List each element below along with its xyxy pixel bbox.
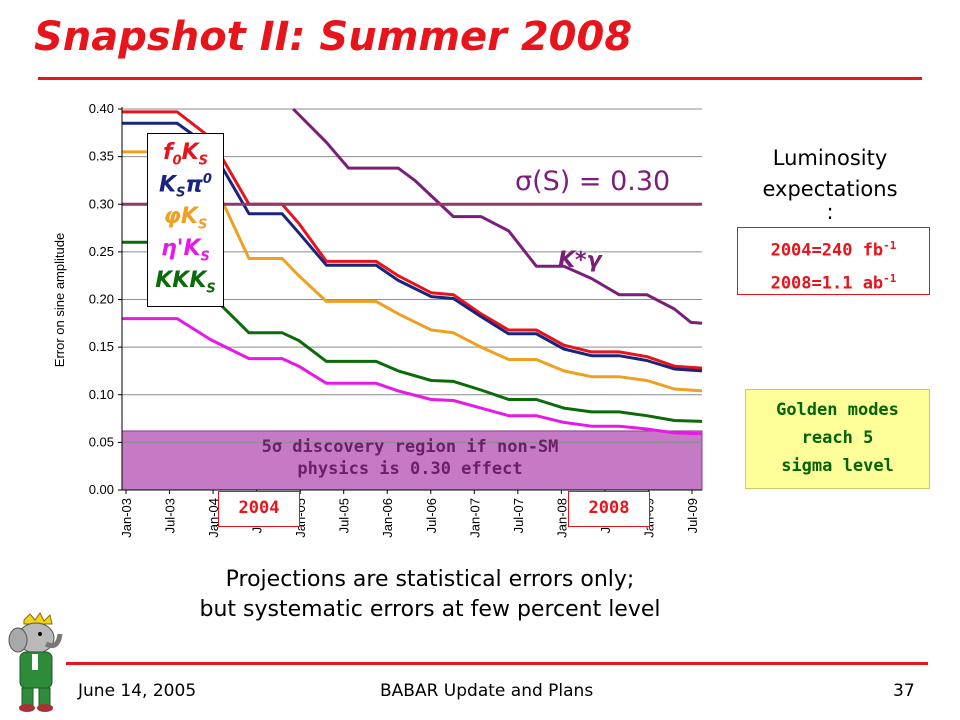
year-2008-box: 2008 [568,491,650,527]
x-tick-label: Jul-07 [511,498,526,533]
discovery-region-band [121,430,703,491]
series-line [122,240,703,423]
year-2004-box: 2004 [218,491,300,527]
discovery-line-1: 5σ discovery region if non-SM [261,437,559,457]
y-tick-label: 0.10 [89,387,114,402]
x-tick-label: Jul-05 [337,498,352,533]
footer-title: BABAR Update and Plans [380,681,594,701]
page-number: 37 [893,681,915,701]
chart-legend: f0KS KSπ0 φKS η'KS KKKS [147,133,224,307]
title-rule [38,77,922,80]
x-tick-label: Jul-03 [163,498,178,533]
y-tick-label: 0.15 [89,339,114,354]
footer-date: June 14, 2005 [78,681,197,701]
babar-elephant-logo [8,612,63,712]
x-tick-label: Jul-06 [424,498,439,533]
golden-line-3: sigma level [781,456,894,476]
y-axis-label: Error on sine amplitude [52,233,67,367]
note-line-2: but systematic errors at few percent lev… [199,597,661,622]
series-line [122,121,703,373]
axes-layer: 0.00 0.05 0.10 0.15 0.20 0.25 0.30 0.35 0.40 Jan-… [89,101,702,538]
lumi-2008: 2008=1.1 ab-1 [770,271,897,294]
discovery-region-layer [121,430,703,491]
y-tick-label: 0.05 [89,434,114,449]
golden-modes-box: Golden modes reach 5 sigma level [745,389,930,489]
series-line [292,107,703,325]
note-line-1: Projections are statistical errors only; [225,567,635,592]
x-tick-label: Jan-03 [119,498,134,538]
slide-title: Snapshot II: Summer 2008 [34,14,633,60]
y-tick-label: 0.20 [89,292,114,307]
y-tick-label: 0.30 [89,196,114,211]
kstar-gamma-label: K*γ [558,248,602,273]
y-tick-label: 0.25 [89,244,114,259]
x-tick-label: Jan-07 [467,498,482,538]
projection-note: Projections are statistical errors only;… [120,565,740,625]
lumi-title-line-1: Luminosity [772,146,888,170]
legend-item: f0KS [162,140,209,169]
golden-line-2: reach 5 [801,428,874,448]
discovery-region-text: 5σ discovery region if non-SM physics is… [210,436,610,480]
legend-item: η'KS [161,236,210,265]
lumi-title-line-2: expectations [762,177,898,201]
discovery-line-2: physics is 0.30 effect [297,459,523,479]
x-tick-label: Jul-09 [685,498,700,533]
footer-rule [66,662,928,665]
series-line [122,150,703,393]
y-tick-label: 0.00 [89,482,114,497]
series-layer [122,107,703,436]
luminosity-title: Luminosity expectations : [730,143,930,224]
x-tick-label: Jan-04 [206,498,221,538]
y-tick-label: 0.40 [89,101,114,116]
y-tick-label: 0.35 [89,149,114,164]
legend-item: φKS [163,204,208,233]
lumi-2004: 2004=240 fb-1 [770,239,897,261]
lumi-title-line-3: : [826,200,834,224]
legend-item: KSπ0 [159,172,212,201]
threshold-label: σ(S) = 0.30 [515,166,671,197]
x-tick-label: Jan-08 [554,498,569,538]
year-2008-label: 2008 [588,498,630,518]
year-2004-label: 2004 [238,498,280,518]
legend-item: KKKS [155,268,216,297]
luminosity-box: 2004=240 fb-1 2008=1.1 ab-1 [737,227,930,295]
series-line [122,317,703,436]
x-tick-label: Jan-06 [380,498,395,538]
golden-line-1: Golden modes [776,400,899,420]
